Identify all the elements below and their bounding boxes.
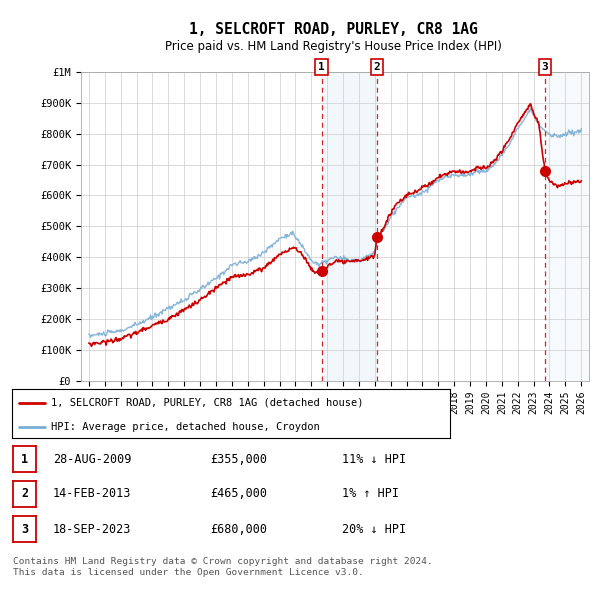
Text: £355,000: £355,000 <box>210 453 267 466</box>
Text: 3: 3 <box>21 523 28 536</box>
Text: 3: 3 <box>542 62 548 72</box>
Bar <box>322 72 377 381</box>
Text: 1% ↑ HPI: 1% ↑ HPI <box>342 487 399 500</box>
Text: 28-AUG-2009: 28-AUG-2009 <box>53 453 131 466</box>
Text: 1, SELCROFT ROAD, PURLEY, CR8 1AG (detached house): 1, SELCROFT ROAD, PURLEY, CR8 1AG (detac… <box>52 398 364 408</box>
Text: Contains HM Land Registry data © Crown copyright and database right 2024.: Contains HM Land Registry data © Crown c… <box>13 558 433 566</box>
Text: 2: 2 <box>373 62 380 72</box>
Text: 1: 1 <box>318 62 325 72</box>
Text: 1, SELCROFT ROAD, PURLEY, CR8 1AG: 1, SELCROFT ROAD, PURLEY, CR8 1AG <box>188 22 478 37</box>
Text: This data is licensed under the Open Government Licence v3.0.: This data is licensed under the Open Gov… <box>13 568 364 577</box>
Text: 18-SEP-2023: 18-SEP-2023 <box>53 523 131 536</box>
Text: £465,000: £465,000 <box>210 487 267 500</box>
Text: HPI: Average price, detached house, Croydon: HPI: Average price, detached house, Croy… <box>52 422 320 432</box>
Bar <box>545 72 589 381</box>
Bar <box>545 72 589 381</box>
Text: 1: 1 <box>21 453 28 466</box>
Text: £680,000: £680,000 <box>210 523 267 536</box>
Text: 11% ↓ HPI: 11% ↓ HPI <box>342 453 406 466</box>
Text: Price paid vs. HM Land Registry's House Price Index (HPI): Price paid vs. HM Land Registry's House … <box>164 40 502 53</box>
Text: 20% ↓ HPI: 20% ↓ HPI <box>342 523 406 536</box>
Text: 14-FEB-2013: 14-FEB-2013 <box>53 487 131 500</box>
Text: 2: 2 <box>21 487 28 500</box>
